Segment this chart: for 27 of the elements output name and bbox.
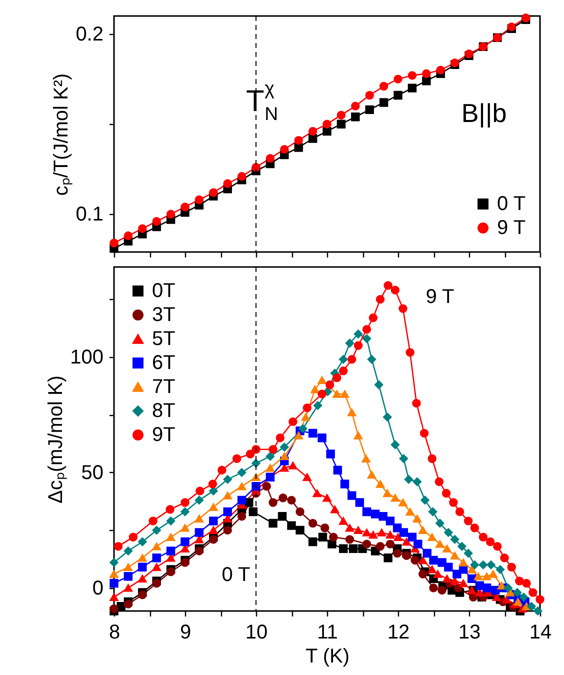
x-tick-label: 12	[387, 622, 410, 644]
legend-label: 6T	[152, 352, 176, 374]
y-tick-label: 50	[81, 462, 104, 484]
legend-label: 9 T	[497, 217, 526, 239]
y-tick-label: 0.1	[76, 204, 104, 226]
x-tick-label: 14	[529, 622, 552, 644]
legend-label: 3T	[152, 304, 176, 326]
annotation: 0 T	[222, 564, 250, 586]
legend-label: 0T	[152, 280, 176, 302]
x-tick-label: 10	[245, 622, 268, 644]
legend-label: 0 T	[497, 193, 526, 215]
annotation: 9 T	[426, 286, 454, 308]
legend-label: 9T	[152, 424, 176, 446]
y-tick-label: 0.2	[76, 24, 104, 46]
legend-label: 7T	[152, 376, 176, 398]
legend-label: 8T	[152, 400, 176, 422]
x-tick-label: 11	[317, 622, 338, 644]
y-tick-label: 0	[92, 577, 104, 600]
x-tick-label: 9	[180, 622, 192, 644]
y-tick-label: 100	[70, 346, 104, 369]
legend-label: 5T	[152, 328, 176, 350]
x-tick-label: 8	[108, 622, 120, 644]
annotation: B||b	[461, 98, 507, 128]
y-axis-title: Δcₚ(mJ/mol K)	[45, 375, 68, 504]
x-tick-label: 13	[458, 622, 481, 644]
x-axis-title: T (K)	[305, 646, 350, 668]
y-axis-title: cₚ/T(J/mol K²)	[50, 73, 73, 196]
